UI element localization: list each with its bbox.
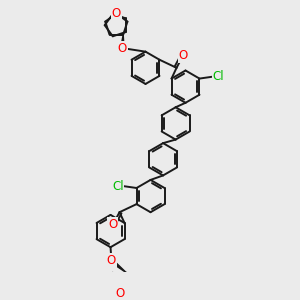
Text: Cl: Cl — [212, 70, 224, 83]
Text: O: O — [178, 49, 188, 62]
Text: O: O — [108, 218, 117, 231]
Text: O: O — [115, 287, 124, 300]
Text: O: O — [112, 7, 121, 20]
Text: O: O — [118, 42, 127, 55]
Polygon shape — [110, 259, 126, 273]
Text: Cl: Cl — [112, 180, 124, 193]
Polygon shape — [121, 34, 124, 48]
Text: O: O — [107, 254, 116, 267]
